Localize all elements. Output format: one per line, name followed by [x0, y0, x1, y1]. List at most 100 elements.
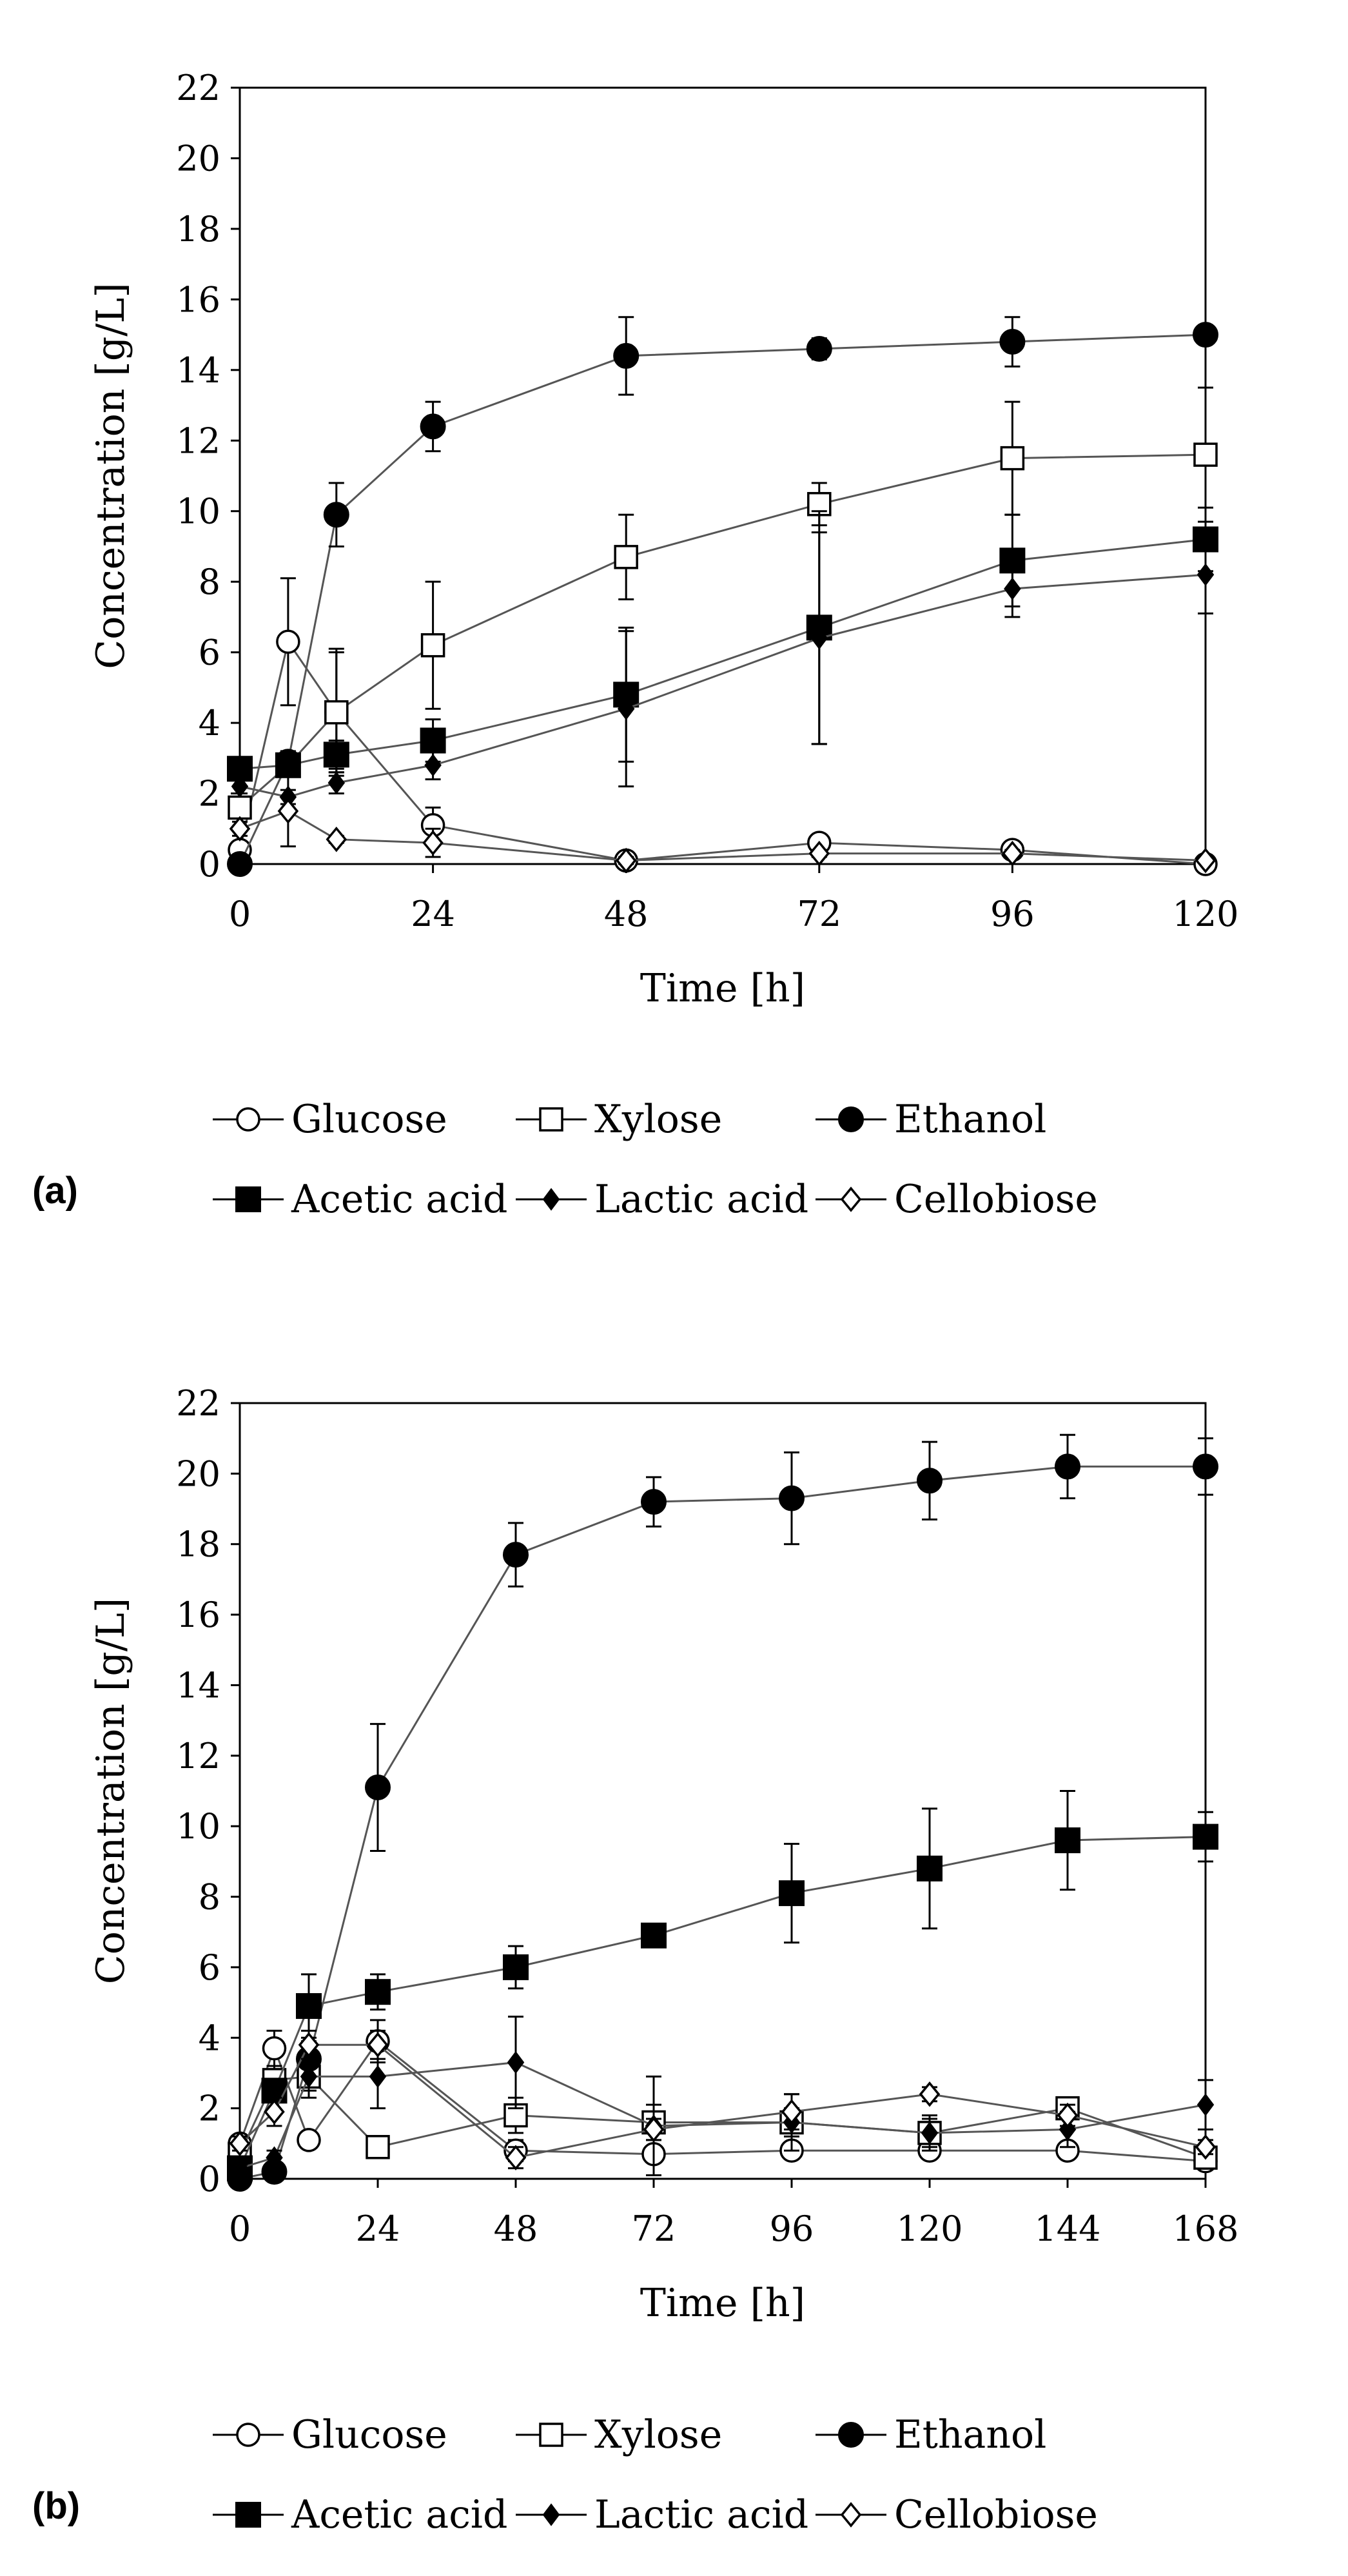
- data-point: [1193, 322, 1218, 348]
- data-point: [810, 627, 828, 650]
- y-tick-label: 18: [176, 209, 220, 250]
- data-point: [779, 1485, 805, 1511]
- series-line: [239, 2061, 1206, 2170]
- y-tick-label: 2: [199, 2089, 220, 2129]
- y-tick-label: 12: [176, 1736, 220, 1776]
- plot-area-frame: [239, 1402, 1207, 2180]
- data-point: [1004, 577, 1021, 600]
- y-tick-label: 22: [176, 68, 220, 108]
- legend-marker: [235, 2502, 261, 2528]
- y-tick-label: 16: [176, 1595, 220, 1635]
- data-point: [921, 2121, 939, 2145]
- legend-label: Glucose: [291, 2412, 447, 2457]
- legend-item: Xylose: [516, 2412, 722, 2457]
- series-glucose: [228, 577, 1218, 876]
- x-tick-label: 24: [411, 894, 455, 934]
- data-point: [779, 1880, 805, 1907]
- legend-marker: [236, 2423, 260, 2447]
- legend-marker: [539, 2423, 563, 2447]
- data-point: [919, 2081, 941, 2107]
- data-point: [266, 2146, 283, 2169]
- data-point: [1000, 446, 1025, 471]
- y-tick-label: 22: [176, 1383, 220, 1424]
- x-tick-label: 48: [494, 2208, 538, 2249]
- series-line: [239, 2043, 1206, 2159]
- data-point: [422, 830, 444, 856]
- data-point: [1193, 442, 1218, 467]
- legend: Glucose Xylose Ethanol Acetic acid Lactic ac…: [213, 2412, 1098, 2537]
- data-point: [298, 2032, 320, 2058]
- data-point: [297, 2128, 321, 2152]
- legend-label: Glucose: [291, 1097, 447, 1142]
- series-cellobiose: [229, 2029, 1216, 2170]
- data-point: [229, 2130, 251, 2157]
- data-point: [641, 1489, 667, 1515]
- data-point: [300, 2065, 318, 2089]
- y-tick-label: 0: [199, 2159, 220, 2199]
- data-point: [366, 2135, 390, 2159]
- x-tick-label: 96: [770, 2208, 814, 2249]
- x-tick-label: 72: [797, 894, 841, 934]
- series-line: [239, 333, 1206, 865]
- legend-label: Ethanol: [894, 2412, 1046, 2457]
- data-point: [999, 329, 1026, 355]
- y-axis-title: Concentration [g/L]: [88, 282, 133, 669]
- data-point: [228, 795, 252, 820]
- data-point: [503, 1954, 529, 1980]
- data-point: [323, 502, 349, 528]
- legend-label: Cellobiose: [894, 2492, 1098, 2537]
- data-point: [275, 752, 301, 778]
- y-tick-label: 6: [199, 1947, 220, 1988]
- y-tick-label: 8: [199, 1877, 220, 1918]
- data-point: [808, 840, 830, 867]
- x-tick-label: 0: [229, 2208, 251, 2249]
- data-point: [420, 633, 445, 658]
- legend-label: Lactic acid: [594, 2492, 808, 2537]
- series-line: [239, 810, 1206, 862]
- series-line: [239, 538, 1206, 770]
- data-point: [365, 1979, 391, 2005]
- data-point: [503, 1542, 529, 1568]
- y-tick-label: 0: [199, 844, 220, 885]
- series-line: [239, 573, 1206, 798]
- data-point: [1197, 563, 1215, 586]
- legend-marker: [838, 1106, 864, 1132]
- x-tick-label: 120: [896, 2208, 962, 2249]
- legend-marker: [236, 1107, 260, 1132]
- legend: Glucose Xylose Ethanol Acetic acid Lactic ac…: [213, 1097, 1098, 1222]
- y-tick-label: 14: [176, 350, 220, 391]
- data-point: [424, 754, 442, 777]
- panel-label: (b): [32, 2485, 80, 2527]
- y-tick-label: 10: [176, 1806, 220, 1847]
- series-line: [239, 2040, 1206, 2163]
- legend-item: Ethanol: [816, 1097, 1046, 1142]
- series-lactic-acid: [231, 2015, 1215, 2180]
- legend-label: Lactic acid: [594, 1177, 808, 1222]
- legend-marker: [542, 2503, 560, 2526]
- legend-label: Ethanol: [894, 1097, 1046, 1142]
- data-point: [1195, 2134, 1216, 2160]
- series-cellobiose: [229, 774, 1216, 874]
- series-lactic-acid: [231, 531, 1215, 809]
- x-tick-label: 72: [632, 2208, 676, 2249]
- data-point: [613, 342, 640, 369]
- data-point: [327, 771, 346, 794]
- legend-label: Acetic acid: [291, 2492, 507, 2537]
- data-point: [617, 697, 635, 720]
- legend-marker: [539, 1107, 563, 1132]
- y-tick-label: 6: [199, 633, 220, 673]
- data-point: [507, 2050, 525, 2074]
- data-point: [641, 1922, 667, 1949]
- data-point: [326, 826, 347, 852]
- series-line: [239, 1836, 1206, 2169]
- x-axis-title: Time [h]: [640, 2281, 805, 2326]
- data-point: [917, 1855, 943, 1882]
- legend-label: Cellobiose: [894, 1177, 1098, 1222]
- y-tick-label: 4: [199, 703, 220, 743]
- series-line: [239, 1465, 1206, 2180]
- series-acetic-acid: [227, 506, 1218, 782]
- legend-marker: [840, 1186, 862, 1212]
- x-axis: 0 24 48 72 96 120 144 168: [229, 2179, 1239, 2249]
